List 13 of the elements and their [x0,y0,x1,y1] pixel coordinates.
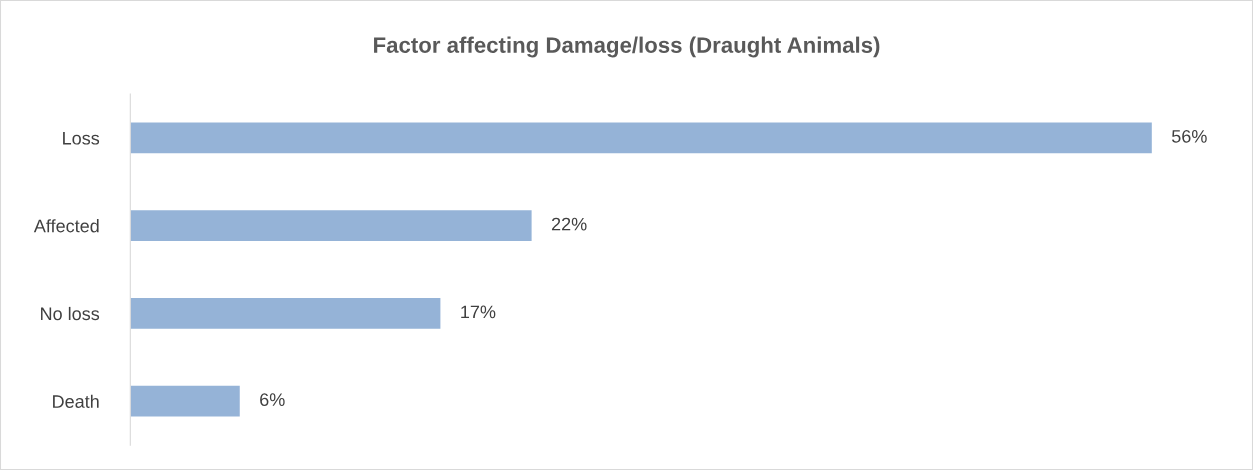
bar [130,385,240,417]
y-tick-label: Death [53,394,99,408]
y-tick-label: Affected [33,219,99,233]
y-tick-label: Loss [63,132,100,145]
data-label: 17% [461,305,496,319]
data-label: 22% [551,217,587,231]
data-label: 6% [260,393,285,407]
data-label: 56% [1171,129,1207,143]
y-tick-label: No loss [41,306,100,321]
chart-title: Factor affecting Damage/loss (Draught Animals) [374,36,880,58]
bar [130,210,532,242]
bar [130,298,441,329]
bar [130,122,1152,154]
